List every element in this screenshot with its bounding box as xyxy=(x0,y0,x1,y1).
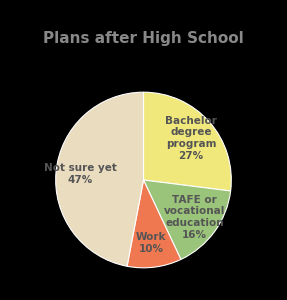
Wedge shape xyxy=(144,180,231,260)
Wedge shape xyxy=(56,92,144,266)
Text: Not sure yet
47%: Not sure yet 47% xyxy=(44,163,117,185)
Text: Work
10%: Work 10% xyxy=(136,232,167,254)
Title: Plans after High School: Plans after High School xyxy=(43,31,244,46)
Wedge shape xyxy=(144,92,231,191)
Text: Bachelor
degree
program
27%: Bachelor degree program 27% xyxy=(165,116,217,160)
Text: TAFE or
vocational
education
16%: TAFE or vocational education 16% xyxy=(164,195,225,240)
Wedge shape xyxy=(127,180,181,268)
